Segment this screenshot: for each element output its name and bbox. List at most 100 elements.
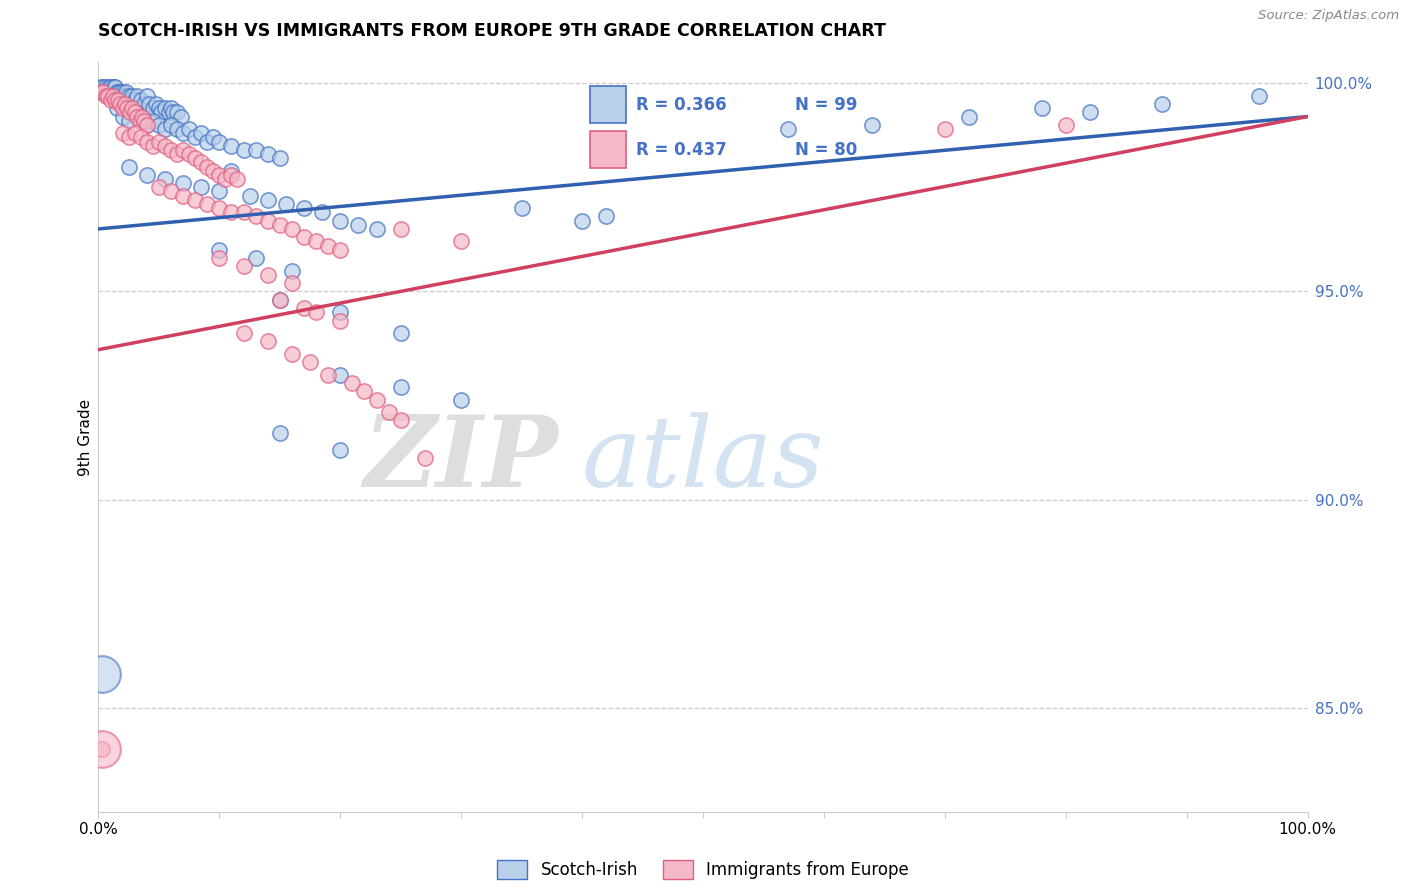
Point xyxy=(94,88,117,103)
Point xyxy=(124,105,146,120)
Point xyxy=(342,376,364,390)
Point xyxy=(148,180,170,194)
Point xyxy=(108,88,131,103)
Y-axis label: 9th Grade: 9th Grade xyxy=(77,399,93,475)
Point xyxy=(114,97,136,112)
Point xyxy=(269,425,291,440)
Point xyxy=(111,126,134,140)
Point xyxy=(91,742,114,756)
Point xyxy=(91,85,114,99)
Point xyxy=(202,130,225,145)
Point xyxy=(232,205,254,219)
Point xyxy=(957,110,980,124)
Point xyxy=(292,301,315,315)
Point xyxy=(104,93,127,107)
Point xyxy=(1031,101,1053,115)
Point xyxy=(184,151,207,165)
Point xyxy=(134,113,156,128)
Point xyxy=(124,126,146,140)
Point xyxy=(142,113,165,128)
Point xyxy=(172,188,194,202)
Point xyxy=(776,122,799,136)
Point xyxy=(245,251,267,265)
Point xyxy=(101,88,124,103)
Point xyxy=(111,110,134,124)
Point xyxy=(190,180,212,194)
Point xyxy=(118,130,141,145)
Point xyxy=(934,122,956,136)
Point xyxy=(124,93,146,107)
Point xyxy=(153,172,176,186)
Text: SCOTCH-IRISH VS IMMIGRANTS FROM EUROPE 9TH GRADE CORRELATION CHART: SCOTCH-IRISH VS IMMIGRANTS FROM EUROPE 9… xyxy=(98,22,886,40)
Point xyxy=(208,135,231,149)
Point xyxy=(274,197,297,211)
Point xyxy=(510,201,533,215)
Point xyxy=(450,392,472,407)
Point xyxy=(135,118,157,132)
Text: R = 0.366: R = 0.366 xyxy=(637,95,727,113)
Point xyxy=(90,85,112,99)
Point xyxy=(190,126,212,140)
Point xyxy=(103,80,125,95)
Point xyxy=(232,143,254,157)
Text: N = 99: N = 99 xyxy=(794,95,858,113)
Point xyxy=(166,147,188,161)
Point xyxy=(160,118,183,132)
Point xyxy=(1249,88,1271,103)
Point xyxy=(316,238,339,252)
Point xyxy=(329,313,352,327)
Point xyxy=(184,193,207,207)
Point xyxy=(221,168,243,182)
Point xyxy=(316,368,339,382)
Point xyxy=(107,85,129,99)
Point xyxy=(389,380,412,394)
Point xyxy=(184,130,207,145)
Point xyxy=(860,118,883,132)
Point xyxy=(1054,118,1077,132)
Point xyxy=(311,205,333,219)
Point xyxy=(131,110,153,124)
Point xyxy=(305,305,328,319)
Point xyxy=(256,193,278,207)
Point xyxy=(195,135,218,149)
Point xyxy=(115,85,138,99)
Point xyxy=(269,218,291,232)
Point xyxy=(172,126,194,140)
Point xyxy=(202,163,225,178)
Point xyxy=(91,667,114,681)
Point xyxy=(100,80,122,95)
Point xyxy=(117,101,139,115)
Point xyxy=(245,210,267,224)
Point xyxy=(160,185,183,199)
Point xyxy=(118,88,141,103)
Text: Source: ZipAtlas.com: Source: ZipAtlas.com xyxy=(1258,9,1399,22)
Point xyxy=(96,85,118,99)
Point xyxy=(135,135,157,149)
Point xyxy=(256,147,278,161)
Point xyxy=(232,260,254,274)
Point xyxy=(292,230,315,244)
Point xyxy=(169,110,191,124)
Point xyxy=(108,85,131,99)
Point xyxy=(166,122,188,136)
Point xyxy=(108,97,131,112)
Point xyxy=(112,88,135,103)
Point xyxy=(145,97,167,112)
Point xyxy=(281,222,304,236)
Point xyxy=(329,213,352,227)
Text: ZIP: ZIP xyxy=(363,411,558,508)
Point xyxy=(111,101,134,115)
Point xyxy=(221,138,243,153)
Point xyxy=(129,93,152,107)
Point xyxy=(118,105,141,120)
Point xyxy=(166,105,188,120)
Point xyxy=(239,188,262,202)
Point xyxy=(121,101,143,115)
Point xyxy=(91,742,114,756)
Point xyxy=(179,122,201,136)
Point xyxy=(172,176,194,190)
Point xyxy=(101,88,124,103)
Point xyxy=(389,222,412,236)
Point xyxy=(148,101,170,115)
Point xyxy=(129,113,152,128)
